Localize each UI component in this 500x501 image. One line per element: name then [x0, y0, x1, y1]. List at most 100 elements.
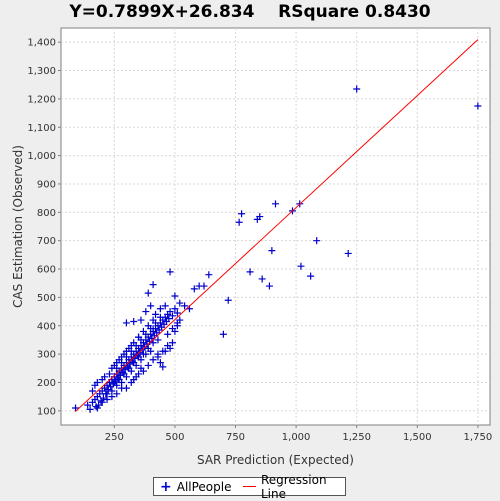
data-point	[256, 213, 264, 221]
data-point	[139, 350, 147, 358]
data-point	[149, 339, 157, 347]
y-tick-label: 1,400	[27, 38, 56, 49]
data-point	[149, 325, 157, 333]
y-tick-label: 600	[37, 265, 56, 276]
data-point	[118, 353, 126, 361]
data-point	[224, 296, 232, 304]
y-tick-label: 100	[37, 406, 56, 417]
data-point	[101, 373, 109, 381]
data-point	[144, 289, 152, 297]
data-point	[113, 390, 121, 398]
data-point	[113, 359, 121, 367]
data-point	[297, 262, 305, 270]
data-point	[164, 330, 172, 338]
data-point	[93, 404, 101, 412]
data-point	[142, 308, 150, 316]
data-point	[176, 299, 184, 307]
data-point	[200, 282, 208, 290]
x-tick-label: 500	[165, 432, 184, 443]
data-point	[86, 405, 94, 413]
data-point	[173, 319, 181, 327]
data-point	[353, 85, 361, 93]
data-point	[110, 378, 118, 386]
data-point	[99, 394, 107, 402]
y-tick-label: 800	[37, 208, 56, 219]
x-tick-label: 1,500	[403, 432, 432, 443]
data-point	[156, 313, 164, 321]
data-point	[108, 393, 116, 401]
x-tick-label: 1,250	[342, 432, 371, 443]
y-tick-label: 900	[37, 179, 56, 190]
data-point	[171, 292, 179, 300]
data-point	[137, 364, 145, 372]
data-point	[166, 344, 174, 352]
y-tick-label: 400	[37, 321, 56, 332]
data-point	[190, 285, 198, 293]
data-point	[93, 378, 101, 386]
data-point	[130, 317, 138, 325]
data-point	[205, 271, 213, 279]
y-tick-label: 1,100	[27, 123, 56, 134]
data-point	[168, 312, 176, 320]
data-point	[154, 336, 162, 344]
data-point	[149, 356, 157, 364]
data-point	[161, 302, 169, 310]
y-tick-label: 200	[37, 378, 56, 389]
data-point	[89, 387, 97, 395]
x-axis-label: SAR Prediction (Expected)	[197, 453, 354, 467]
data-point	[152, 310, 160, 318]
x-tick-label: 1,750	[464, 432, 493, 443]
data-point	[344, 249, 352, 257]
data-point	[127, 378, 135, 386]
data-point	[156, 305, 164, 313]
data-point	[98, 398, 106, 406]
data-point	[313, 237, 321, 245]
data-point	[144, 361, 152, 369]
data-point	[84, 401, 92, 409]
data-point	[125, 364, 133, 372]
data-point	[246, 268, 254, 276]
legend: + AllPeople Regression Line	[153, 473, 346, 501]
data-point	[142, 330, 150, 338]
data-point	[122, 384, 130, 392]
data-point	[127, 342, 135, 350]
data-point	[103, 395, 111, 403]
x-tick-label: 750	[226, 432, 245, 443]
legend-item-allpeople: AllPeople	[176, 479, 232, 494]
y-tick-label: 1,200	[27, 94, 56, 105]
regression-line	[75, 39, 479, 412]
data-point	[147, 302, 155, 310]
data-point	[159, 363, 167, 371]
chart-title: Y=0.7899X+26.834 RSquare 0.8430	[69, 2, 431, 22]
regression-line-group	[75, 39, 479, 412]
data-point	[156, 359, 164, 367]
data-point	[135, 333, 143, 341]
allpeople-marker-icon: +	[160, 478, 172, 495]
x-tick-label: 250	[105, 432, 124, 443]
data-point	[152, 319, 160, 327]
data-point	[173, 309, 181, 317]
data-point	[219, 330, 227, 338]
data-point	[130, 359, 138, 367]
data-point	[108, 364, 116, 372]
data-points	[72, 85, 482, 413]
x-tick-label: 1,000	[282, 432, 311, 443]
data-point	[166, 308, 174, 316]
data-point	[122, 347, 130, 355]
data-point	[238, 210, 246, 218]
data-point	[154, 353, 162, 361]
data-point	[171, 305, 179, 313]
y-axis-ticks: 100 200 300 400 500 600 700 800 900 1,000 1,100 1,2…	[27, 38, 61, 417]
data-point	[122, 319, 130, 327]
data-point	[72, 404, 80, 412]
x-axis-ticks: 250 500 750 1,000 1,250 1,500 1,750	[105, 425, 492, 443]
data-point	[165, 315, 173, 323]
y-tick-label: 700	[37, 236, 56, 247]
data-point	[474, 102, 482, 110]
y-axis-label: CAS Estimation (Observed)	[11, 145, 25, 308]
data-point	[181, 302, 189, 310]
y-tick-label: 500	[37, 293, 56, 304]
data-point	[132, 373, 140, 381]
data-point	[307, 272, 315, 280]
